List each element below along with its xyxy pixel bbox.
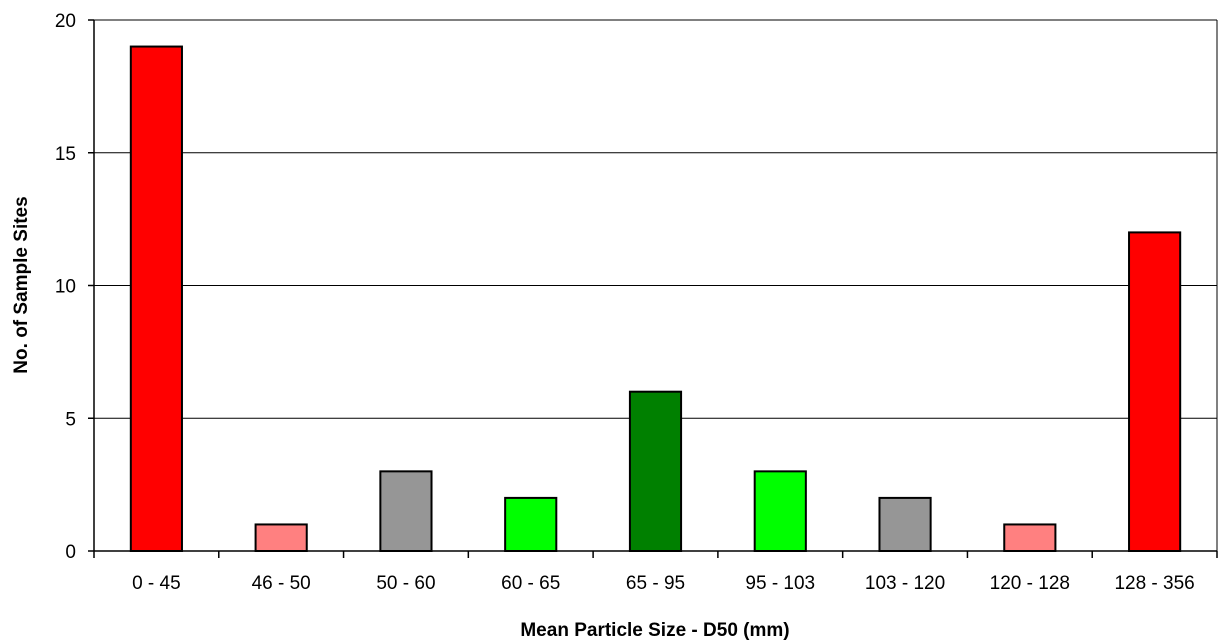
y-axis-title: No. of Sample Sites — [11, 196, 32, 373]
x-tick-label: 46 - 50 — [252, 573, 311, 594]
bar — [1128, 231, 1182, 552]
gridlines — [94, 19, 1217, 419]
bar — [628, 390, 683, 553]
x-tick-label: 95 - 103 — [745, 573, 815, 594]
x-tick-label: 50 - 60 — [376, 573, 435, 594]
bar — [254, 523, 308, 553]
y-tick-label: 5 — [65, 409, 76, 430]
bars — [129, 45, 1182, 553]
bar — [129, 45, 183, 553]
x-tick-label: 103 - 120 — [865, 573, 945, 594]
bar — [1003, 523, 1057, 553]
bar — [878, 496, 932, 552]
bar — [379, 470, 433, 553]
x-ticks: 0 - 45 46 - 50 50 - 60 60 - 65 65 - 95 95 - 1… — [93, 551, 1218, 594]
x-tick-label: 128 - 356 — [1114, 573, 1194, 594]
bar — [753, 470, 807, 553]
y-ticks: 0 5 10 15 20 — [55, 11, 94, 563]
x-tick-label: 65 - 95 — [626, 573, 685, 594]
y-tick-label: 0 — [65, 542, 76, 563]
y-tick-label: 15 — [55, 144, 76, 165]
y-tick-label: 20 — [55, 11, 76, 32]
x-tick-label: 60 - 65 — [501, 573, 560, 594]
x-tick-label: 0 - 45 — [132, 573, 181, 594]
x-tick-label: 120 - 128 — [990, 573, 1070, 594]
x-axis-title: Mean Particle Size - D50 (mm) — [520, 620, 789, 641]
bar — [504, 496, 558, 552]
y-tick-label: 10 — [55, 277, 76, 298]
